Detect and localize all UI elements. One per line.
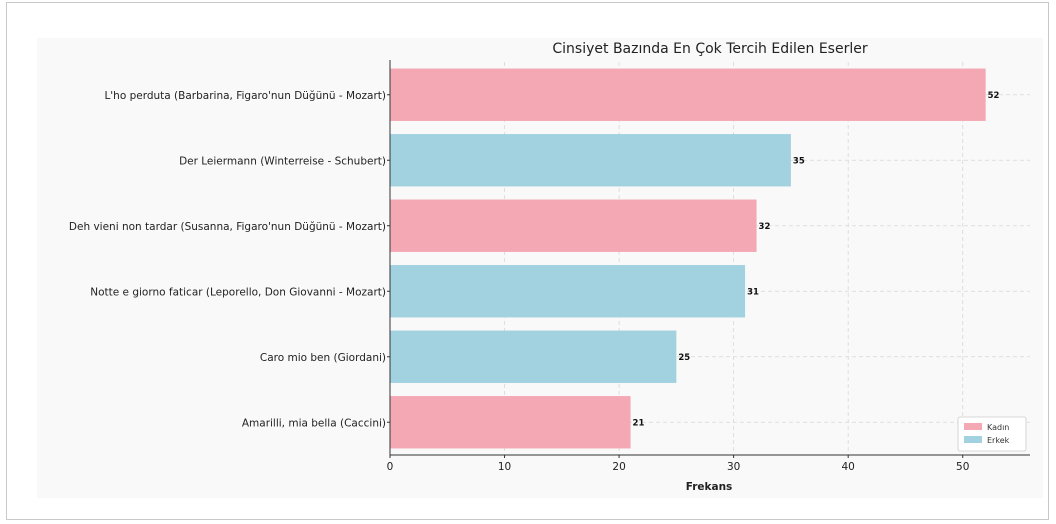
legend-swatch [964,423,982,430]
data-label: 31 [747,287,759,297]
data-label: 21 [633,418,645,428]
bar [390,265,746,318]
bar [390,396,631,449]
x-tick-label: 30 [727,461,740,473]
category-label: Deh vieni non tardar (Susanna, Figaro'nu… [69,221,386,233]
chart-title: Cinsiyet Bazında En Çok Tercih Edilen Es… [552,41,867,57]
category-label: Der Leiermann (Winterreise - Schubert) [179,155,386,167]
category-label: Caro mio ben (Giordani) [260,352,386,364]
x-tick-label: 10 [498,461,511,473]
bars [390,68,986,449]
x-tick-label: 50 [956,461,969,473]
category-label: Amarilli, mia bella (Caccini) [242,417,386,429]
bar [390,199,757,252]
x-tick-label: 40 [841,461,854,473]
bar [390,68,986,121]
data-label: 32 [759,222,771,232]
legend: Kadın Erkek [957,416,1027,452]
x-tick-label: 20 [612,461,625,473]
legend-swatch [964,436,982,443]
bar [390,330,677,383]
category-label: Notte e giorno faticar (Leporello, Don G… [90,286,386,298]
data-label: 25 [678,353,690,363]
data-label: 52 [988,91,1000,101]
data-label: 35 [793,156,805,166]
legend-label: Erkek [987,436,1010,445]
x-axis-title: Frekans [686,481,733,493]
legend-label: Kadın [987,423,1009,432]
labels: 52 L'ho perduta (Barbarina, Figaro'nun Dü… [69,90,1000,430]
bar [390,134,791,187]
axes: 0 10 20 30 40 50 [387,60,1030,473]
category-label: L'ho perduta (Barbarina, Figaro'nun Düğü… [104,90,386,102]
x-tick-label: 0 [387,461,394,473]
